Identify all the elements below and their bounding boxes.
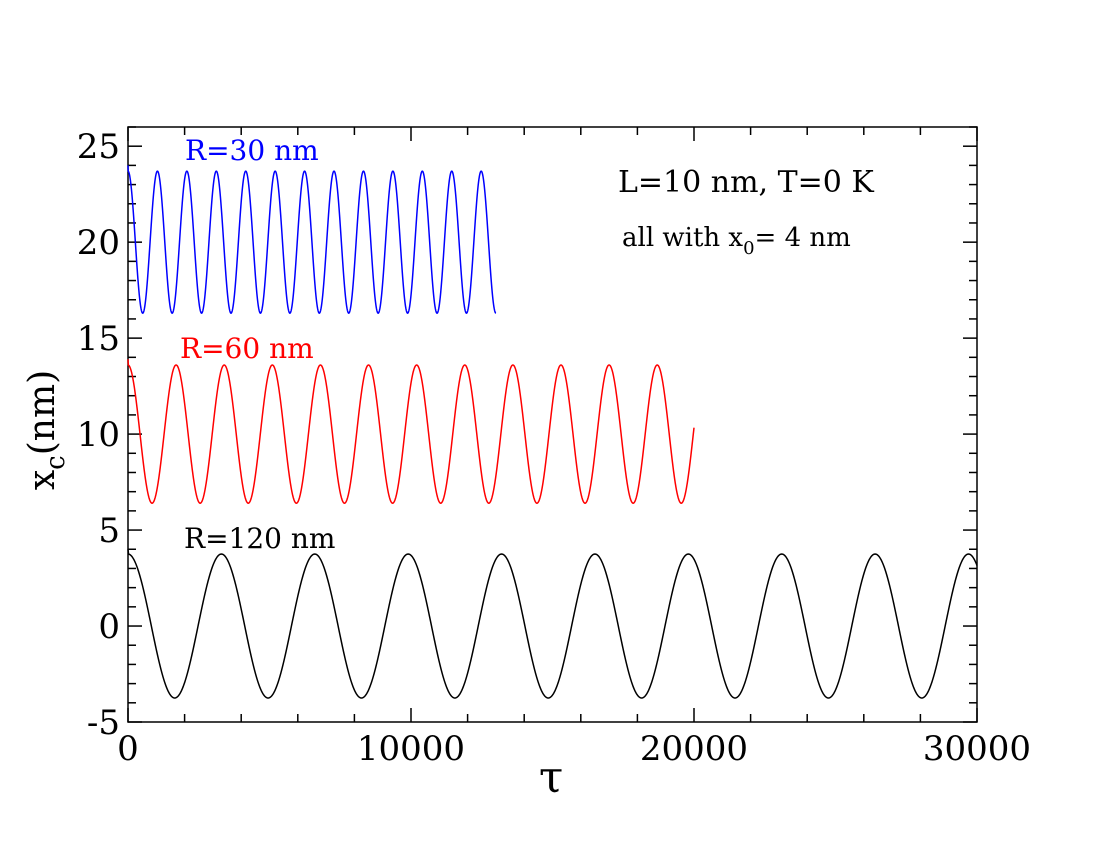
y-axis-title-main: x: [22, 470, 63, 490]
y-tick-label: 10: [77, 415, 120, 455]
y-tick-label: 0: [98, 607, 120, 647]
x-tick-label: 20000: [640, 729, 748, 769]
series-label-r120: R=120 nm: [184, 522, 335, 555]
series-lines: [127, 165, 978, 699]
y-axis-title-sub: c: [41, 455, 71, 470]
annotation-x0-suffix: = 4 nm: [755, 223, 851, 253]
plot-frame: [127, 126, 978, 723]
x-tick-label: 30000: [923, 729, 1031, 769]
y-axis-title: xc(nm): [22, 370, 71, 490]
axis-ticks: [127, 126, 978, 723]
y-tick-label: 25: [77, 127, 120, 167]
x-tick-label: 0: [117, 729, 139, 769]
y-tick-label: 20: [77, 223, 120, 263]
series-label-r30: R=30 nm: [185, 134, 319, 167]
y-axis-title-unit: (nm): [22, 370, 63, 455]
y-tick-label: 5: [98, 511, 120, 551]
annotation-x0-sub: 0: [743, 238, 754, 259]
series-line-r-60-nm: [127, 359, 695, 504]
series-label-r60: R=60 nm: [180, 332, 314, 365]
series-line-r-30-nm: [127, 165, 497, 314]
y-tick-label: -5: [87, 703, 120, 743]
annotation-parameters: L=10 nm, T=0 K: [618, 165, 874, 200]
annotation-x0: all with x0= 4 nm: [622, 223, 851, 259]
y-tick-label: 15: [77, 319, 120, 359]
series-line-r-120-nm: [127, 549, 978, 699]
annotation-x0-prefix: all with x: [622, 223, 743, 253]
x-tick-label: 10000: [357, 729, 465, 769]
plot-border: [127, 126, 978, 723]
x-axis-title: τ: [539, 752, 563, 803]
